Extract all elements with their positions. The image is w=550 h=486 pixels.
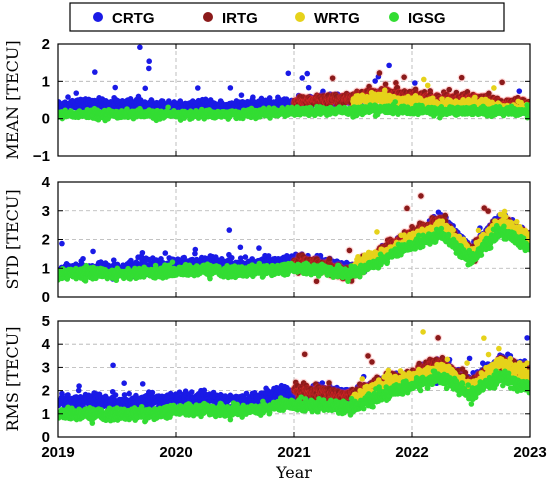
point bbox=[73, 90, 80, 96]
legend-marker bbox=[389, 12, 399, 22]
point bbox=[458, 74, 465, 81]
point bbox=[137, 44, 143, 51]
point bbox=[421, 76, 427, 83]
point bbox=[516, 88, 523, 94]
legend-label: IGSG bbox=[408, 10, 446, 27]
legend-entry-crtg: CRTG bbox=[93, 10, 155, 27]
point bbox=[376, 70, 383, 76]
point bbox=[366, 83, 372, 90]
point bbox=[227, 85, 234, 91]
y-tick-label: −1 bbox=[33, 148, 50, 165]
point bbox=[266, 95, 273, 101]
point bbox=[386, 62, 392, 69]
point bbox=[499, 79, 505, 86]
legend-entry-wrtg: WRTG bbox=[295, 10, 360, 27]
point bbox=[112, 84, 119, 91]
point bbox=[305, 84, 312, 91]
point bbox=[424, 82, 431, 89]
point bbox=[195, 85, 201, 91]
legend: CRTG IRTG WRTG IGSG bbox=[69, 2, 505, 32]
point bbox=[250, 94, 256, 100]
legend-label: WRTG bbox=[314, 10, 360, 27]
point bbox=[146, 58, 152, 65]
point bbox=[192, 246, 199, 253]
point bbox=[412, 80, 418, 86]
legend-marker bbox=[203, 12, 213, 22]
panel-1: −1 0 1 2 MEAN [TECU] bbox=[3, 36, 531, 165]
point bbox=[382, 81, 389, 87]
point bbox=[401, 74, 407, 80]
points bbox=[58, 44, 530, 124]
point bbox=[59, 240, 65, 247]
legend-label: IRTG bbox=[222, 10, 258, 27]
point bbox=[299, 75, 306, 81]
y-tick-label: 1 bbox=[42, 73, 50, 90]
points bbox=[58, 191, 530, 286]
legend-box bbox=[69, 2, 505, 32]
point bbox=[142, 85, 149, 92]
legend-entry-irtg: IRTG bbox=[203, 10, 258, 27]
point bbox=[446, 86, 452, 93]
y-tick-label: 2 bbox=[42, 36, 50, 53]
legend-marker bbox=[295, 12, 305, 22]
point bbox=[491, 85, 497, 91]
point bbox=[92, 69, 98, 75]
point bbox=[329, 75, 336, 81]
legend-label: CRTG bbox=[112, 10, 155, 27]
point bbox=[80, 255, 86, 262]
point bbox=[165, 104, 171, 111]
y-axis-label: MEAN [TECU] bbox=[3, 40, 22, 159]
point bbox=[238, 92, 245, 98]
point bbox=[90, 248, 96, 255]
y-tick-label: 0 bbox=[42, 111, 50, 128]
point bbox=[139, 249, 146, 256]
point bbox=[372, 78, 378, 84]
point bbox=[392, 99, 398, 105]
legend-entry-igsg: IGSG bbox=[389, 10, 446, 27]
point bbox=[304, 70, 311, 77]
point bbox=[65, 94, 71, 100]
point bbox=[162, 250, 169, 256]
point bbox=[146, 65, 152, 72]
legend-marker bbox=[93, 12, 103, 22]
point bbox=[285, 70, 292, 77]
point bbox=[320, 88, 326, 95]
